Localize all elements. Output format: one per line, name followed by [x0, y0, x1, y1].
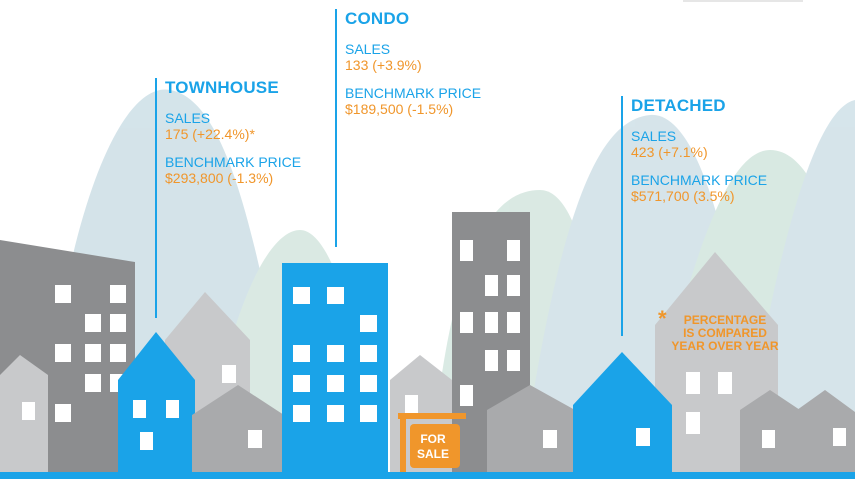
for-sale-sign-text: FOR SALE [408, 432, 458, 462]
townhouse-building [118, 332, 195, 479]
footnote-line1: PERCENTAGE [683, 313, 767, 327]
house-gray-front [192, 385, 284, 479]
top-edge-bar [683, 0, 803, 2]
detached-price-value: $571,700 (3.5%) [631, 188, 735, 204]
townhouse-price-label: BENCHMARK PRICE [165, 154, 302, 170]
detached-title: DETACHED [631, 96, 726, 115]
footnote-line2: IS COMPARED [683, 326, 767, 340]
detached-sales-label: SALES [631, 128, 677, 144]
detached-price-label: BENCHMARK PRICE [631, 172, 768, 188]
townhouse-sales-value: 175 (+22.4%)* [165, 126, 255, 142]
townhouse-price-value: $293,800 (-1.3%) [165, 170, 274, 186]
condo-price-label: BENCHMARK PRICE [345, 85, 482, 101]
condo-info: CONDO SALES 133 (+3.9%) BENCHMARK PRICE … [335, 9, 481, 247]
footnote-line3: YEAR OVER YEAR [671, 339, 779, 353]
condo-price-value: $189,500 (-1.5%) [345, 101, 454, 117]
condo-sales-value: 133 (+3.9%) [345, 57, 422, 73]
detached-info: DETACHED SALES 423 (+7.1%) BENCHMARK PRI… [621, 96, 767, 336]
for-sale-line2: SALE [416, 447, 449, 461]
footnote: * PERCENTAGE IS COMPARED YEAR OVER YEAR [658, 306, 790, 353]
townhouse-info: TOWNHOUSE SALES 175 (+22.4%)* BENCHMARK … [155, 78, 301, 318]
condo-sales-label: SALES [345, 41, 391, 57]
house-gray-center-right [487, 385, 575, 479]
detached-building [573, 352, 672, 479]
townhouse-sales-label: SALES [165, 110, 211, 126]
condo-title: CONDO [345, 9, 410, 28]
for-sale-sign [398, 413, 466, 479]
ground-line [0, 472, 855, 479]
condo-building [282, 263, 388, 479]
house-left-light [0, 355, 48, 479]
for-sale-line1: FOR [420, 432, 446, 446]
detached-sales-value: 423 (+7.1%) [631, 144, 708, 160]
townhouse-title: TOWNHOUSE [165, 78, 279, 97]
houses-gray-right [740, 390, 855, 479]
asterisk-icon: * [658, 306, 667, 331]
